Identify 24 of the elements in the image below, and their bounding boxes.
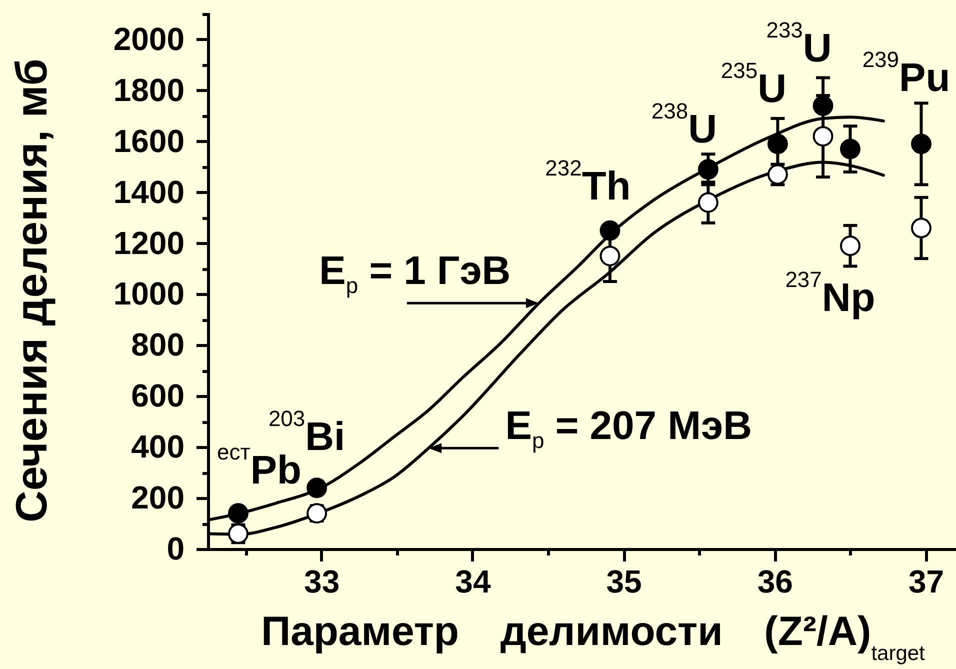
y-tick-label: 200 bbox=[131, 480, 184, 516]
y-tick-label: 1000 bbox=[113, 276, 184, 312]
annotation: $^{232}$Th bbox=[545, 156, 631, 209]
y-tick-label: 0 bbox=[166, 530, 184, 566]
x-tick-label: 35 bbox=[606, 564, 642, 600]
y-tick-label: 400 bbox=[131, 428, 184, 465]
y-tick-label: 1600 bbox=[113, 122, 184, 159]
y-tick-label: 1800 bbox=[113, 72, 184, 108]
y-tick-label: 600 bbox=[131, 378, 184, 414]
x-tick-label: 36 bbox=[757, 564, 793, 600]
y-tick-label: 2000 bbox=[113, 20, 184, 57]
x-axis-title: Параметр делимости (Z²/A)$_{target}$ bbox=[261, 608, 926, 665]
annotation: $^{239}$Pu bbox=[862, 46, 950, 100]
x-tick-label: 37 bbox=[908, 564, 944, 600]
x-tick-label: 34 bbox=[455, 564, 491, 600]
y-axis-title: Сечения деления, мб bbox=[8, 58, 56, 522]
annotation: $^{238}$U bbox=[651, 98, 717, 152]
x-tick-label: 33 bbox=[304, 564, 340, 600]
y-tick-label: 800 bbox=[131, 326, 184, 363]
annotation: E$_{p}$ = 1 ГэВ bbox=[319, 249, 511, 298]
annotation: $^{237}$Np bbox=[785, 266, 876, 320]
y-tick-label: 1400 bbox=[113, 174, 184, 210]
annotation: E$_{p}$ = 207 МэВ bbox=[505, 404, 752, 454]
y-tick-label: 1200 bbox=[113, 224, 184, 261]
